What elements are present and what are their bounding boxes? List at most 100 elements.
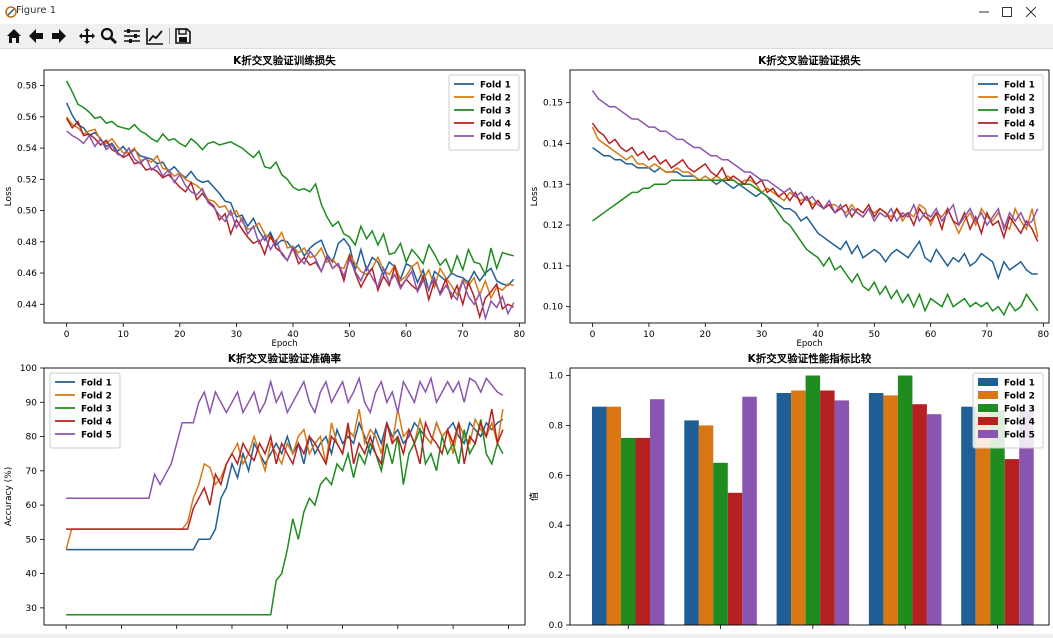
legend-swatch	[978, 430, 998, 438]
maximize-icon	[1002, 7, 1012, 17]
x-axis-label: Epoch	[796, 339, 822, 349]
figure-svg: K折交叉验证训练损失 0.44 0.46 0.48 0.50 0.52 0.54 0.56 0.…	[4, 54, 1050, 631]
configure-subplots-button[interactable]	[122, 26, 142, 46]
axes-frame	[569, 69, 1050, 324]
legend-swatch	[978, 417, 998, 425]
y-tick-label: 40	[26, 570, 38, 580]
x-tick-label: 0	[590, 330, 596, 340]
home-icon	[7, 29, 21, 43]
legend-label: Fold 1	[1004, 379, 1035, 389]
legend-box	[448, 74, 520, 151]
legend-label: Fold 2	[1004, 94, 1035, 104]
edit-axis-button[interactable]	[145, 26, 165, 46]
bar-fold-2	[791, 390, 806, 625]
chart-title: K折交叉验证性能指标比较	[748, 352, 872, 365]
minimize-icon	[979, 11, 989, 13]
pan-button[interactable]	[77, 26, 97, 46]
y-tick-label: 30	[26, 604, 38, 614]
legend-label: Fold 3	[480, 107, 511, 117]
x-tick-label: 20	[700, 330, 712, 340]
series-line-fold-4	[66, 408, 504, 530]
axes-frame	[43, 69, 526, 324]
y-tick-label: 0.58	[17, 82, 37, 92]
back-arrow-icon	[29, 29, 43, 43]
forward-arrow-icon	[52, 29, 66, 43]
series-line-fold-1	[65, 102, 515, 293]
legend-label: Fold 5	[480, 133, 511, 143]
bar-fold-5	[742, 396, 757, 625]
x-tick-label: 60	[400, 330, 412, 340]
back-button[interactable]	[26, 26, 46, 46]
y-tick-label: 0.14	[543, 139, 563, 149]
bar-fold-3	[713, 462, 728, 625]
y-tick-label: 0.11	[543, 262, 563, 272]
legend-box	[49, 372, 121, 449]
bar-fold-1	[684, 420, 699, 625]
bar-fold-3	[897, 375, 913, 625]
series-line-fold-3	[66, 419, 504, 616]
x-tick-label: 0	[64, 330, 70, 340]
bar-fold-1	[592, 406, 607, 625]
x-tick-label: 30	[231, 330, 243, 340]
zoom-button[interactable]	[99, 26, 119, 46]
x-tick-label: 20	[174, 330, 186, 340]
chart-3: K折交叉验证验证准确率 30 40 50 60 70 80 90 100 Accuracy (%)…	[4, 352, 526, 629]
y-tick-label: 100	[20, 364, 37, 374]
y-tick-label: 0.2	[549, 571, 563, 581]
save-button[interactable]	[173, 26, 193, 46]
legend-swatch	[978, 378, 998, 386]
save-icon	[175, 28, 191, 44]
bar-fold-5	[834, 400, 850, 625]
bar-fold-5	[650, 399, 665, 625]
y-tick-label: 0.15	[543, 99, 563, 109]
x-tick-label: 70	[981, 330, 993, 340]
y-tick-label: 0.6	[549, 471, 564, 481]
chart-1: K折交叉验证训练损失 0.44 0.46 0.48 0.50 0.52 0.54 0.56 0.…	[4, 54, 526, 349]
x-tick-label: 80	[1038, 330, 1050, 340]
bar-fold-1	[776, 393, 792, 625]
legend-swatch	[978, 391, 998, 399]
legend-label: Fold 5	[81, 431, 112, 441]
minimize-button[interactable]	[962, 0, 1006, 24]
figure-canvas[interactable]: K折交叉验证训练损失 0.44 0.46 0.48 0.50 0.52 0.54 0.56 0.…	[0, 49, 1053, 634]
y-tick-label: 0.13	[543, 180, 563, 190]
legend-label: Fold 4	[1004, 418, 1035, 428]
bar-fold-3	[621, 437, 636, 625]
bar-fold-3	[805, 375, 821, 625]
series-line-fold-4	[591, 122, 1039, 242]
chart-title: K折交叉验证训练损失	[233, 54, 336, 67]
bar-fold-4	[727, 492, 743, 625]
x-tick-label: 40	[287, 330, 299, 340]
navigation-toolbar	[0, 24, 1053, 49]
close-button[interactable]	[1009, 0, 1053, 24]
y-tick-label: 0.10	[543, 303, 563, 313]
series-line-fold-2	[65, 116, 514, 300]
series-line-fold-1	[66, 418, 504, 551]
bar-fold-4	[1004, 459, 1020, 625]
pan-icon	[79, 28, 95, 44]
bar-fold-1	[868, 393, 884, 625]
axes-frame	[569, 367, 1050, 626]
y-tick-label: 1.0	[549, 371, 564, 381]
legend-label: Fold 3	[81, 405, 112, 415]
x-tick-label: 50	[869, 330, 881, 340]
y-axis-label: Accuracy (%)	[4, 467, 14, 527]
legend: Fold 1 Fold 2 Fold 3 Fold 4 Fold 5	[972, 74, 1044, 151]
legend: Fold 1 Fold 2 Fold 3 Fold 4 Fold 5	[49, 372, 121, 449]
series-line-fold-5	[66, 130, 515, 322]
forward-button[interactable]	[49, 26, 69, 46]
x-axis-label: Epoch	[271, 339, 297, 349]
home-button[interactable]	[4, 26, 24, 46]
y-axis-label: Loss	[530, 186, 540, 206]
bar-fold-4	[820, 390, 835, 625]
bar-fold-2	[698, 425, 714, 625]
bar-fold-3	[990, 410, 1005, 625]
legend-label: Fold 2	[480, 94, 511, 104]
maximize-button[interactable]	[985, 0, 1029, 24]
y-tick-label: 0.48	[17, 238, 37, 248]
y-tick-label: 0.4	[549, 521, 564, 531]
y-tick-label: 70	[26, 467, 38, 477]
y-tick-label: 0.12	[543, 221, 563, 231]
bar-fold-2	[606, 406, 621, 625]
bar-fold-4	[635, 437, 650, 625]
